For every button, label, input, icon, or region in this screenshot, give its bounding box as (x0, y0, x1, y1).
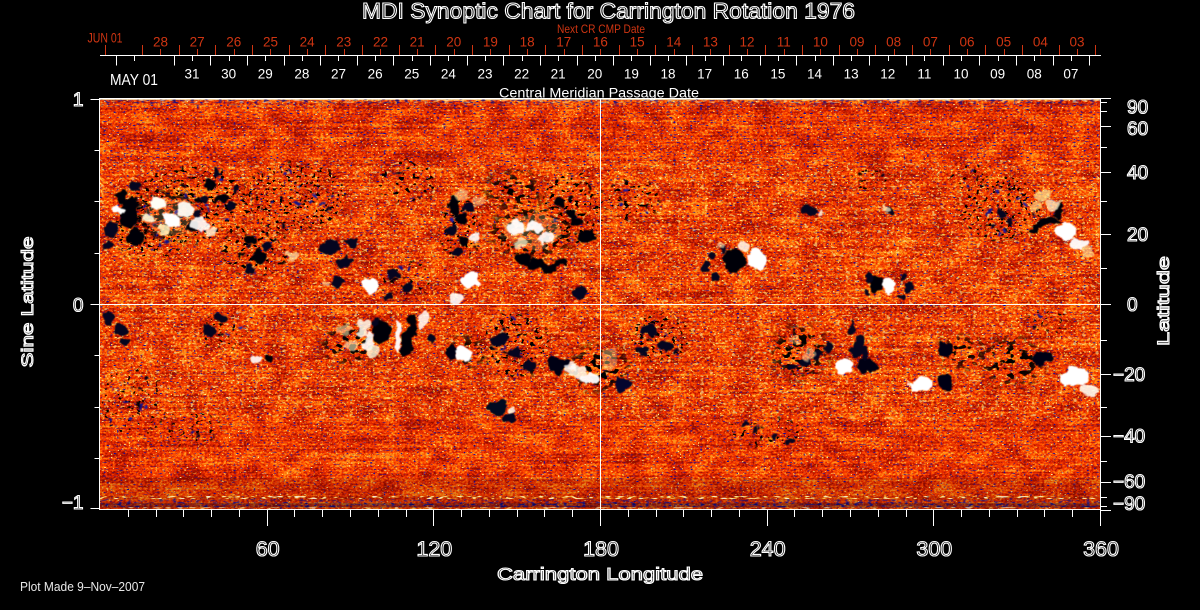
svg-text:12: 12 (880, 67, 895, 82)
svg-text:09: 09 (850, 34, 865, 49)
svg-text:09: 09 (990, 67, 1005, 82)
svg-text:13: 13 (844, 67, 859, 82)
svg-text:20: 20 (446, 34, 461, 49)
svg-text:03: 03 (1069, 34, 1084, 49)
svg-text:120: 120 (416, 537, 452, 561)
svg-text:Sine Latitude: Sine Latitude (18, 237, 37, 368)
svg-text:17: 17 (556, 34, 571, 49)
svg-text:240: 240 (750, 537, 786, 561)
svg-text:05: 05 (996, 34, 1011, 49)
svg-text:15: 15 (770, 67, 785, 82)
svg-text:12: 12 (740, 34, 755, 49)
svg-text:Next CR CMP Date: Next CR CMP Date (557, 24, 645, 36)
svg-text:13: 13 (703, 34, 718, 49)
svg-text:−60: −60 (1113, 472, 1145, 493)
svg-text:16: 16 (734, 67, 749, 82)
svg-text:06: 06 (960, 34, 975, 49)
svg-text:28: 28 (294, 67, 309, 82)
svg-text:11: 11 (777, 34, 791, 49)
svg-text:10: 10 (813, 34, 828, 49)
svg-text:15: 15 (630, 34, 645, 49)
svg-text:360: 360 (1083, 537, 1119, 561)
svg-text:20: 20 (1127, 225, 1148, 246)
svg-text:60: 60 (1127, 119, 1148, 140)
svg-text:0: 0 (1127, 295, 1138, 316)
svg-text:07: 07 (923, 34, 938, 49)
svg-text:24: 24 (300, 34, 316, 49)
svg-text:21: 21 (410, 34, 425, 49)
svg-text:JUN 01: JUN 01 (88, 30, 123, 45)
svg-text:Latitude: Latitude (1154, 256, 1173, 346)
svg-text:Plot Made 9–Nov–2007: Plot Made 9–Nov–2007 (20, 580, 145, 594)
svg-text:08: 08 (1027, 67, 1042, 82)
svg-text:300: 300 (916, 537, 952, 561)
svg-text:07: 07 (1063, 67, 1078, 82)
svg-text:22: 22 (373, 34, 388, 49)
svg-text:26: 26 (226, 34, 241, 49)
svg-text:−90: −90 (1113, 494, 1145, 515)
svg-text:29: 29 (258, 67, 273, 82)
svg-text:Carrington Longitude: Carrington Longitude (497, 564, 703, 584)
svg-text:23: 23 (336, 34, 351, 49)
svg-text:26: 26 (368, 67, 383, 82)
svg-text:25: 25 (263, 34, 278, 49)
svg-text:27: 27 (331, 67, 346, 82)
svg-text:18: 18 (520, 34, 535, 49)
svg-text:90: 90 (1127, 98, 1148, 119)
svg-text:04: 04 (1033, 34, 1049, 49)
svg-text:19: 19 (624, 67, 639, 82)
svg-text:14: 14 (807, 67, 823, 82)
svg-text:20: 20 (587, 67, 602, 82)
svg-text:14: 14 (666, 34, 682, 49)
svg-text:10: 10 (954, 67, 969, 82)
svg-text:25: 25 (404, 67, 419, 82)
svg-text:08: 08 (886, 34, 901, 49)
svg-text:21: 21 (551, 67, 566, 82)
svg-text:22: 22 (514, 67, 529, 82)
svg-text:0: 0 (73, 296, 84, 317)
svg-text:40: 40 (1127, 163, 1148, 184)
svg-text:23: 23 (477, 67, 492, 82)
svg-text:60: 60 (256, 537, 280, 561)
svg-text:−20: −20 (1113, 365, 1145, 386)
svg-text:19: 19 (483, 34, 498, 49)
svg-text:24: 24 (441, 67, 457, 82)
svg-text:31: 31 (184, 67, 199, 82)
svg-text:180: 180 (583, 537, 619, 561)
svg-text:16: 16 (593, 34, 608, 49)
svg-text:MDI Synoptic Chart for Carring: MDI Synoptic Chart for Carrington Rotati… (362, 0, 855, 24)
svg-text:1: 1 (73, 90, 84, 111)
svg-text:−40: −40 (1113, 427, 1145, 448)
svg-text:30: 30 (221, 67, 236, 82)
svg-text:MAY 01: MAY 01 (110, 72, 158, 89)
svg-text:17: 17 (697, 67, 712, 82)
svg-text:Central Meridian Passage Date: Central Meridian Passage Date (499, 85, 699, 100)
svg-text:−1: −1 (62, 493, 84, 514)
svg-text:28: 28 (153, 34, 168, 49)
svg-text:27: 27 (190, 34, 205, 49)
svg-text:11: 11 (917, 67, 931, 82)
svg-text:18: 18 (661, 67, 676, 82)
